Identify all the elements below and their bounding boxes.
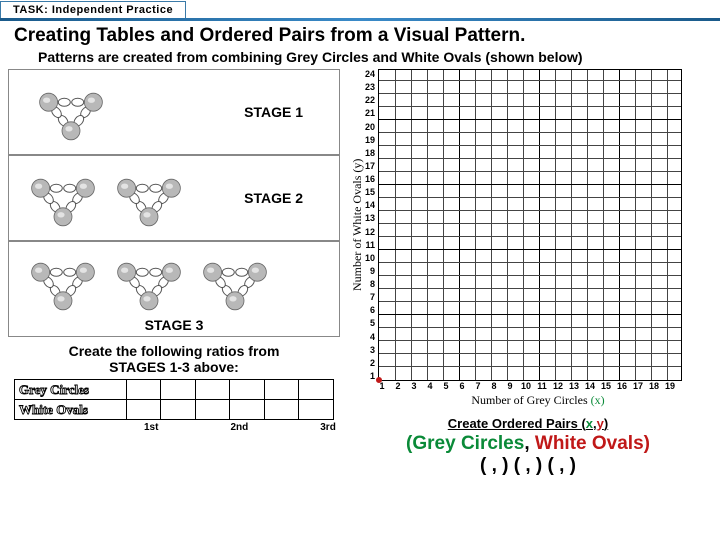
page-title: Creating Tables and Ordered Pairs from a… <box>0 21 720 49</box>
stage-1-box: STAGE 1 <box>8 69 340 155</box>
pairs-main: (Grey Circles, White Ovals) <box>348 433 708 455</box>
ratio-row-grey: Grey Circles <box>15 380 127 400</box>
pairs-title: Create Ordered Pairs (x,y) <box>348 416 708 431</box>
x-axis-label: Number of Grey Circles (x) <box>368 393 708 408</box>
graph: Number of White Ovals (y) 24232221201918… <box>348 69 708 381</box>
ratio-prompt: Create the following ratios fromSTAGES 1… <box>8 343 340 375</box>
stage-3-box: STAGE 3 <box>8 241 340 337</box>
ordinals: 1st2nd3rd <box>144 422 340 433</box>
y-axis-label: Number of White Ovals (y) <box>348 69 365 381</box>
page-subtitle: Patterns are created from combining Grey… <box>0 49 720 69</box>
stage-3-label: STAGE 3 <box>145 317 204 333</box>
ratio-row-white: White Ovals <box>15 400 127 420</box>
grid <box>378 69 682 381</box>
origin-marker <box>376 377 382 383</box>
stage-1-label: STAGE 1 <box>244 104 303 120</box>
y-ticks: 242322212019181716151413121110987654321 <box>365 69 378 381</box>
task-tab: TASK: Independent Practice <box>0 1 186 18</box>
pairs-tuples[interactable]: ( , ) ( , ) ( , ) <box>348 455 708 477</box>
right-column: Number of White Ovals (y) 24232221201918… <box>348 69 708 477</box>
left-column: STAGE 1 STAGE 2 STAGE 3 Create the follo… <box>8 69 340 477</box>
stage-2-label: STAGE 2 <box>244 190 303 206</box>
ratio-table: Grey Circles White Ovals <box>14 379 334 420</box>
x-ticks: 12345678910111213141516171819 <box>374 381 708 391</box>
stage-2-box: STAGE 2 <box>8 155 340 241</box>
